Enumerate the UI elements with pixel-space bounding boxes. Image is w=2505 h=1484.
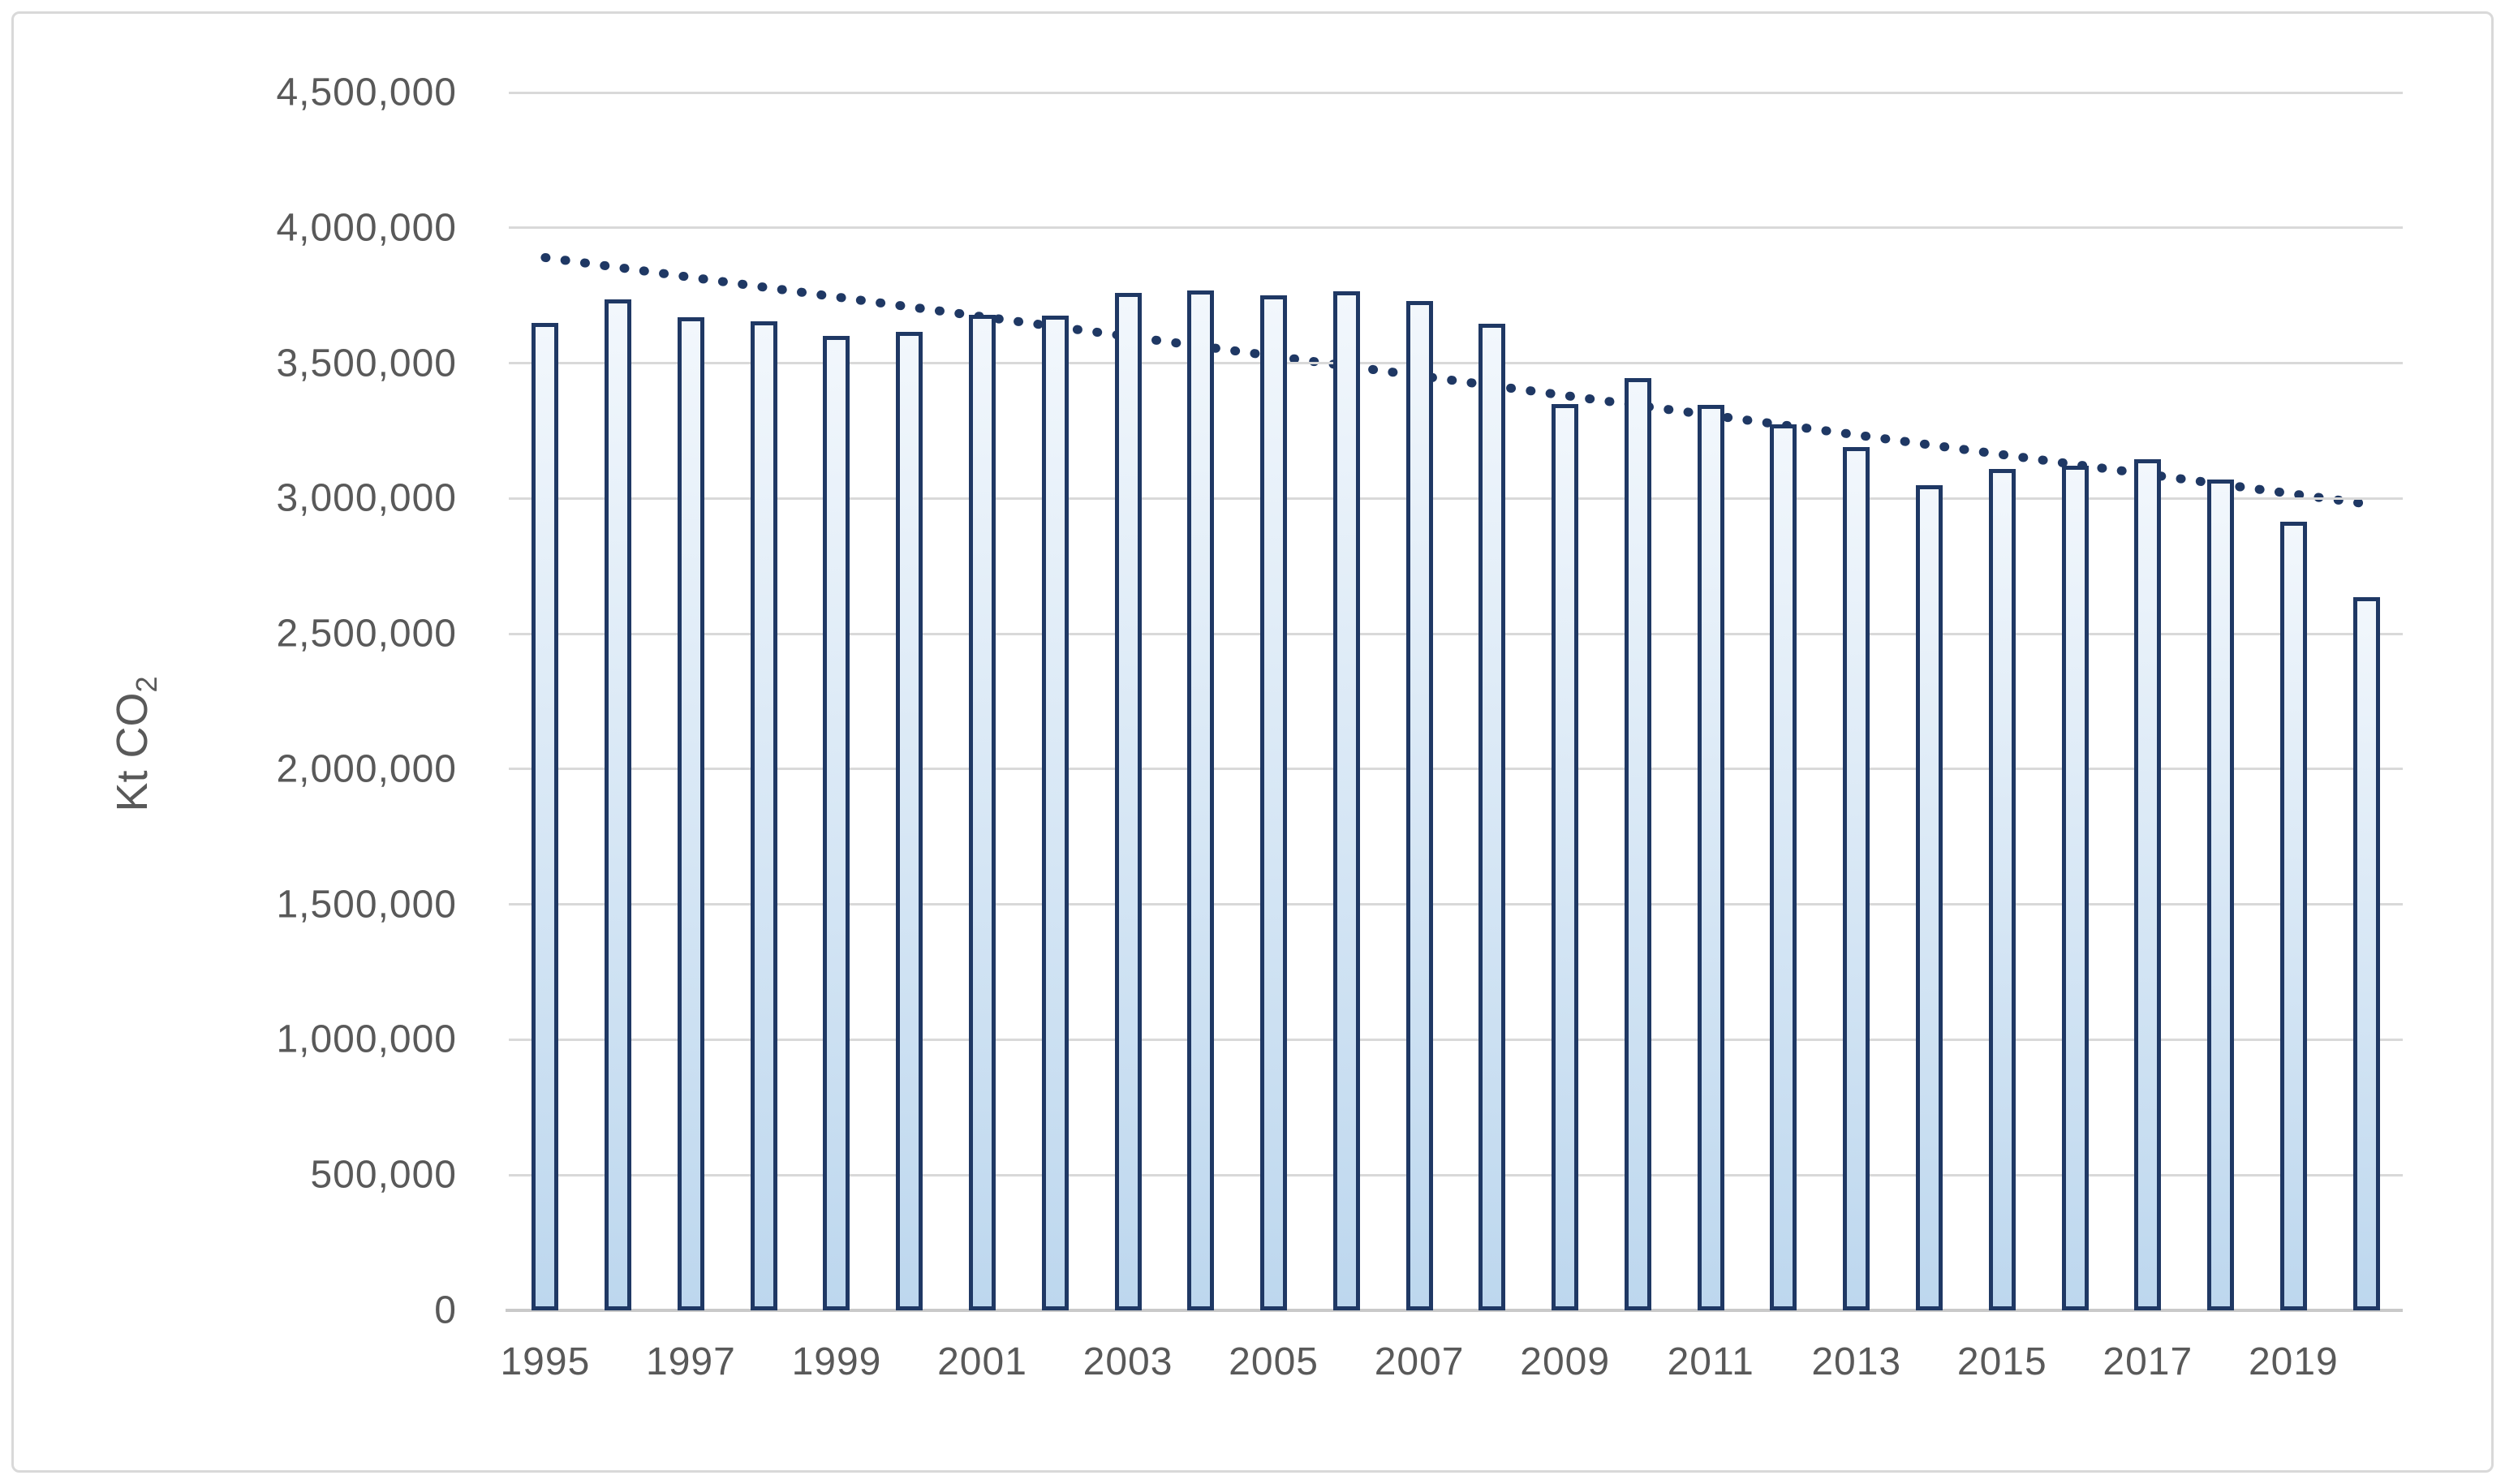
bar-2016 [2061, 466, 2089, 1310]
x-axis-tick-labels: 1995 1997 1999 2001 2003 2005 2007 2009 2011 2013… [500, 1340, 2403, 1404]
bar-1995 [532, 322, 559, 1310]
bar-2007 [1405, 300, 1433, 1310]
bar-2009 [1552, 403, 1579, 1310]
x-tick-label: 1995 [500, 1340, 591, 1383]
trendline-layer [540, 252, 2371, 509]
x-axis-line [506, 1309, 2403, 1312]
y-tick-label: 3,500,000 [276, 342, 457, 385]
bar-2015 [1988, 468, 2016, 1310]
bar-2019 [2279, 521, 2307, 1310]
gridline [509, 632, 2403, 635]
x-tick-label: 2019 [2248, 1340, 2339, 1383]
x-tick-label: 2017 [2103, 1340, 2193, 1383]
bar-2018 [2207, 480, 2235, 1310]
y-tick-label: 2,500,000 [276, 612, 457, 656]
gridline [509, 91, 2403, 94]
chart-frame: Kt CO2 0 500,000 1,000,000 1,500,000 2,000,0… [11, 11, 2494, 1473]
y-tick-label: 4,500,000 [276, 71, 457, 114]
bar-2020 [2352, 597, 2380, 1310]
gridline [509, 497, 2403, 500]
plot-area [506, 91, 2403, 1312]
trendline [540, 252, 2371, 509]
gridline [509, 903, 2403, 906]
bar-1997 [677, 316, 704, 1310]
gridline [509, 1038, 2403, 1041]
bar-2008 [1478, 324, 1506, 1310]
bar-2004 [1187, 290, 1215, 1310]
y-tick-label: 1,500,000 [276, 883, 457, 927]
bar-2014 [1916, 484, 1943, 1310]
y-tick-label: 2,000,000 [276, 747, 457, 791]
bar-2012 [1770, 424, 1797, 1310]
x-tick-label: 2013 [1811, 1340, 1902, 1383]
bar-2003 [1114, 292, 1142, 1310]
y-tick-label: 4,000,000 [276, 206, 457, 250]
x-tick-label: 2015 [1956, 1340, 2047, 1383]
y-tick-label: 1,000,000 [276, 1017, 457, 1061]
gridline [509, 1173, 2403, 1176]
bar-1996 [605, 299, 632, 1310]
x-tick-label: 1997 [646, 1340, 736, 1383]
y-tick-label: 3,000,000 [276, 476, 457, 520]
y-tick-label: 500,000 [310, 1153, 457, 1197]
x-tick-label: 2007 [1374, 1340, 1465, 1383]
gridline [509, 362, 2403, 365]
bar-2002 [1041, 316, 1069, 1310]
bar-2011 [1697, 405, 1724, 1310]
x-tick-label: 2003 [1082, 1340, 1173, 1383]
x-tick-label: 2005 [1229, 1340, 1319, 1383]
gridline [509, 768, 2403, 771]
gridline [509, 226, 2403, 230]
bar-2001 [969, 314, 996, 1310]
x-tick-label: 2001 [937, 1340, 1027, 1383]
bar-2000 [896, 332, 923, 1310]
x-tick-label: 2009 [1520, 1340, 1611, 1383]
bar-2010 [1624, 377, 1651, 1310]
y-tick-label: 0 [434, 1288, 457, 1332]
x-tick-label: 2011 [1667, 1340, 1754, 1383]
bar-1999 [823, 336, 850, 1310]
bar-2017 [2134, 458, 2162, 1310]
bar-2005 [1260, 295, 1288, 1310]
x-tick-label: 1999 [791, 1340, 882, 1383]
bar-1998 [750, 320, 777, 1310]
y-axis-tick-labels: 0 500,000 1,000,000 1,500,000 2,000,000 2,500… [14, 71, 457, 1332]
bar-2006 [1332, 291, 1360, 1310]
bar-2013 [1843, 446, 1870, 1310]
